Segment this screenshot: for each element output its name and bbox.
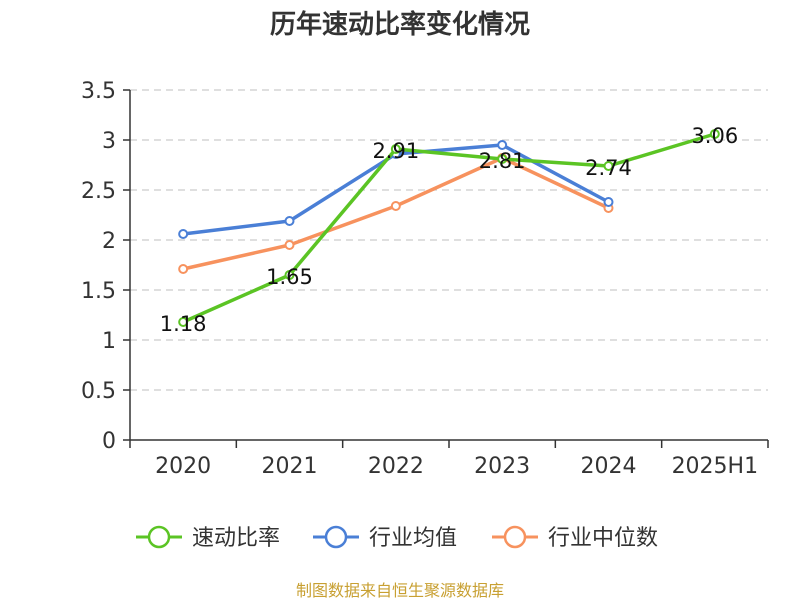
series-2-point-0: [178, 264, 189, 274]
grid-lines: [130, 89, 768, 391]
series-0-point-0: [178, 317, 189, 327]
series-line-0: [181, 132, 717, 324]
series-1-point-1: [284, 216, 295, 226]
legend-label-1: 行业均值: [369, 526, 457, 551]
data-label-4: 2.74: [585, 156, 632, 180]
x-tick-label-3: 2023: [474, 454, 530, 479]
series-0-point-2: [390, 144, 401, 154]
series-2-point-1: [284, 240, 295, 250]
y-tick-label-0: 0: [102, 429, 116, 454]
series-line-2: [181, 156, 611, 271]
y-tick-label-1: 0.5: [81, 379, 116, 404]
legend-marker-0: [147, 525, 171, 549]
series-group: [178, 129, 720, 327]
series-0-point-5: [709, 129, 720, 139]
chart-title: 历年速动比率变化情况: [270, 9, 530, 40]
x-tick-label-4: 2024: [581, 454, 637, 479]
y-tick-label-2: 1: [102, 329, 116, 354]
legend-marker-1: [324, 525, 348, 549]
legend-marker-2: [503, 525, 527, 549]
y-tick-label-6: 3: [102, 129, 116, 154]
y-tick-label-7: 3.5: [81, 79, 116, 104]
data-label-2: 2.91: [372, 139, 419, 163]
series-1-point-4: [603, 197, 614, 207]
x-tick-label-2: 2022: [368, 454, 424, 479]
series-1-point-3: [497, 140, 508, 150]
data-label-0: 1.18: [160, 312, 207, 336]
axes: 0 0.5 1 1.5 2 2.5 3 3.5 2020 2021 2022 2023 2024 2025…: [81, 79, 769, 479]
data-label-1: 1.65: [266, 265, 313, 289]
legend: 速动比率 行业均值 行业中位数: [136, 525, 658, 551]
legend-label-0: 速动比率: [192, 526, 280, 551]
series-0-point-1: [284, 270, 295, 280]
y-tick-label-4: 2: [102, 229, 116, 254]
series-0-point-4: [603, 161, 614, 171]
series-0-point-3: [497, 154, 508, 164]
x-tick-label-1: 2021: [262, 454, 318, 479]
data-label-5: 3.06: [691, 124, 738, 148]
y-tick-label-5: 2.5: [81, 179, 116, 204]
data-label-3: 2.81: [479, 149, 526, 173]
series-1-point-0: [178, 229, 189, 239]
data-labels: 1.18 1.65 2.91 2.81 2.74 3.06: [160, 124, 738, 336]
y-tick-label-3: 1.5: [81, 279, 116, 304]
legend-label-2: 行业中位数: [548, 526, 658, 551]
x-tick-label-0: 2020: [155, 454, 211, 479]
source-note: 制图数据来自恒生聚源数据库: [296, 581, 504, 600]
series-2-point-2: [390, 201, 401, 211]
x-tick-label-5: 2025H1: [672, 454, 759, 479]
